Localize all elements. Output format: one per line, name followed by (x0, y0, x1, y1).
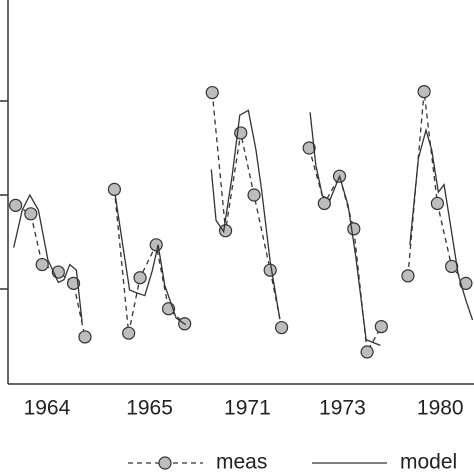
x-tick-label: 1973 (319, 397, 366, 420)
marker (35, 257, 49, 272)
marker (107, 182, 122, 196)
marker (133, 271, 147, 285)
marker (66, 276, 81, 290)
marker (417, 84, 431, 99)
marker (459, 276, 473, 290)
marker (9, 198, 23, 212)
x-tick-label: 1964 (24, 397, 71, 420)
marker (247, 188, 261, 202)
marker (401, 269, 415, 283)
marker (78, 330, 92, 344)
marker (263, 263, 277, 277)
line-meas (15, 91, 467, 355)
marker (218, 224, 233, 238)
legend-label: model (400, 451, 457, 474)
x-tick-label: 1971 (224, 397, 271, 420)
legend-label: meas (216, 451, 267, 474)
marker (205, 85, 219, 100)
marker (275, 320, 289, 335)
marker (430, 196, 444, 211)
legend-marker (158, 456, 172, 470)
marker (122, 326, 136, 340)
marker (347, 222, 361, 236)
marker (445, 259, 459, 274)
x-tick-label: 1980 (417, 397, 464, 420)
marker (374, 320, 388, 334)
marker (302, 141, 316, 155)
marker (24, 207, 38, 221)
marker (360, 345, 374, 359)
x-tick-label: 1965 (126, 397, 173, 420)
line-model (13, 109, 474, 347)
marker (149, 238, 163, 252)
